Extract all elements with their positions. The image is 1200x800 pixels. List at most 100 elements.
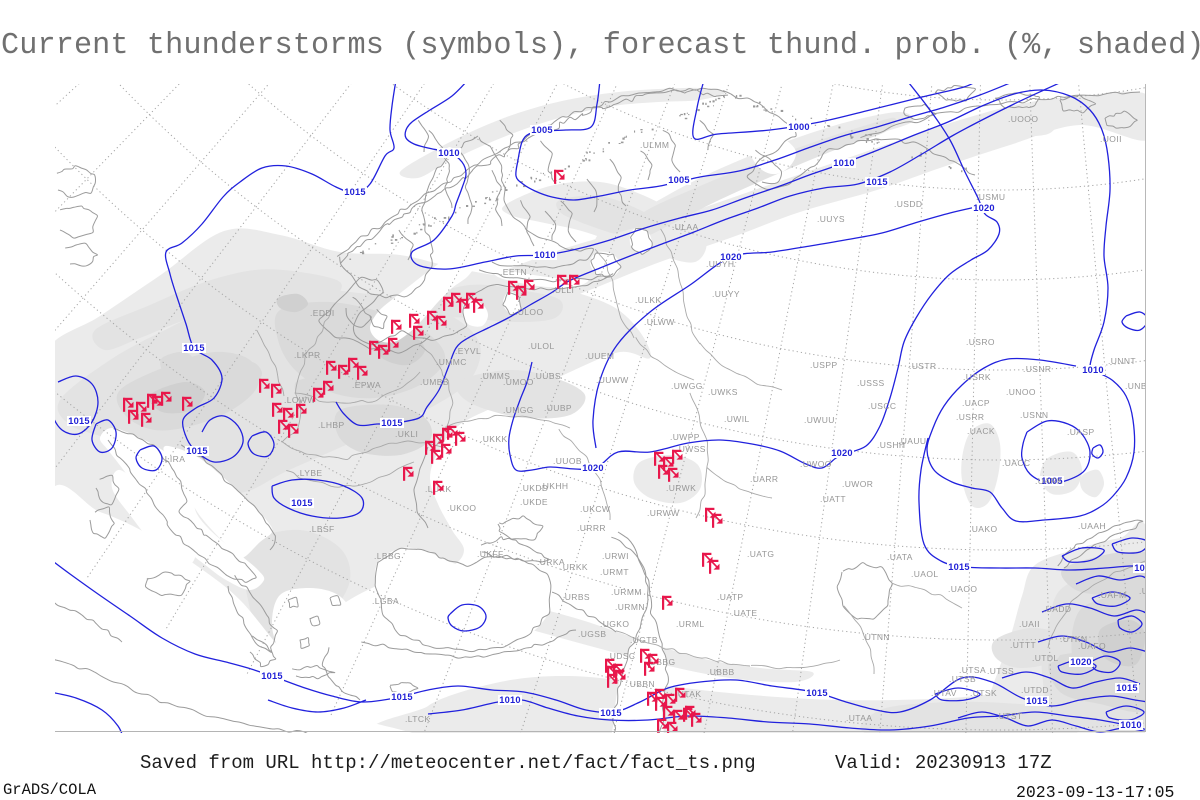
svg-text:.UTTT: .UTTT [1010,640,1036,650]
svg-text:.UTAK: .UTAK [675,689,701,699]
svg-text:.EETN: .EETN [500,267,527,277]
svg-text:.UWOR: .UWOR [842,479,873,489]
svg-text:.UATG: .UATG [747,549,774,559]
svg-text:1015: 1015 [391,692,412,702]
svg-text:.USNR: .USNR [1023,364,1051,374]
svg-text:1020: 1020 [1070,657,1091,667]
svg-text:.LOWW: .LOWW [284,395,316,405]
svg-text:.UWSS: .UWSS [676,444,706,454]
svg-text:1005: 1005 [531,125,552,135]
svg-text:.UBBN: .UBBN [627,679,655,689]
svg-text:.UMMS: .UMMS [480,371,510,381]
svg-text:.URKA: .URKA [537,557,565,567]
svg-text:.UKHH: .UKHH [540,481,568,491]
svg-text:.URWW: .URWW [647,508,680,518]
svg-text:.UDSC: .UDSC [607,651,635,661]
svg-text:GrADS/COLA: GrADS/COLA [3,781,97,799]
svg-text:1015: 1015 [1134,563,1155,573]
svg-text:.UASP: .UASP [1067,427,1095,437]
svg-text:1010: 1010 [438,148,459,158]
svg-text:.UAKO: .UAKO [969,524,997,534]
svg-text:.USDD: .USDD [894,199,922,209]
svg-text:.UNBB: .UNBB [1125,381,1153,391]
svg-text:.USRR: .USRR [956,412,984,422]
svg-text:.UTSB: .UTSB [949,674,976,684]
svg-text:1010: 1010 [1120,720,1141,730]
svg-text:.UGSB: .UGSB [578,629,606,639]
svg-text:.UUBP: .UUBP [544,403,572,413]
svg-text:1015: 1015 [948,562,969,572]
svg-text:.USHH: .USHH [877,440,905,450]
svg-text:.LIRA: .LIRA [162,454,185,464]
svg-text:.URRR: .URRR [577,523,606,533]
svg-text:.UACK: .UACK [967,426,995,436]
svg-text:.USCC: .USCC [868,401,896,411]
svg-text:.URMN: .URMN [615,602,645,612]
svg-text:.UWKS: .UWKS [708,387,738,397]
svg-text:.UNOO: .UNOO [1006,387,1036,397]
svg-text:.UUYS: .UUYS [817,214,845,224]
svg-text:.LBBG: .LBBG [374,551,401,561]
svg-text:.UWPP: .UWPP [670,432,700,442]
svg-text:.UTST: .UTST [996,711,1023,721]
svg-text:Valid: 20230913 17Z: Valid: 20230913 17Z [835,752,1052,774]
svg-text:.UWOO: .UWOO [800,459,832,469]
svg-text:.UKLI: .UKLI [395,429,418,439]
svg-text:.UTKN: .UTKN [1060,634,1088,644]
svg-text:.UAFM: .UAFM [1098,590,1126,600]
svg-text:.ULAA: .ULAA [672,222,699,232]
svg-text:.UAFM: .UAFM [1139,586,1167,596]
svg-text:.UATP: .UATP [717,592,743,602]
svg-text:.UUBS: .UUBS [533,371,561,381]
svg-text:.URML: .URML [676,619,704,629]
svg-text:.UAII: .UAII [1019,619,1040,629]
svg-text:.UNNT: .UNNT [1108,356,1136,366]
svg-text:.UACP: .UACP [962,398,990,408]
svg-text:1010: 1010 [534,250,555,260]
svg-text:.UUOB: .UUOB [553,456,582,466]
svg-text:.URWK: .URWK [666,483,696,493]
svg-text:.URKK: .URKK [560,562,588,572]
svg-text:.UKFF: .UKFF [477,549,504,559]
svg-text:1020: 1020 [973,203,994,213]
svg-text:.LHBP: .LHBP [318,420,345,430]
svg-text:1020: 1020 [582,463,603,473]
svg-text:.UATA: .UATA [887,552,913,562]
svg-text:.USRO: .USRO [966,337,995,347]
svg-text:.URMT: .URMT [600,567,629,577]
svg-text:.LYBE: .LYBE [297,468,322,478]
svg-text:1015: 1015 [291,498,312,508]
svg-text:.LKPR: .LKPR [294,350,321,360]
svg-text:.EYVL: .EYVL [455,346,481,356]
svg-text:2023-09-13-17:05: 2023-09-13-17:05 [1016,783,1174,800]
svg-text:.USSS: .USSS [857,378,885,388]
svg-text:.UAFO: .UAFO [1078,641,1106,651]
svg-text:1005: 1005 [1041,476,1062,486]
svg-text:.UARR: .UARR [750,474,778,484]
svg-text:.LGBA: .LGBA [372,596,399,606]
svg-text:.UTDD: .UTDD [1021,685,1049,695]
svg-text:.UTSK: .UTSK [970,688,997,698]
svg-text:.UKKK: .UKKK [480,434,508,444]
svg-text:.UTSA: .UTSA [959,665,986,675]
svg-text:.UBBB: .UBBB [707,667,735,677]
svg-text:.UATT: .UATT [820,494,846,504]
svg-text:1015: 1015 [600,708,621,718]
svg-text:.UUYY: .UUYY [712,289,740,299]
svg-text:.UMOO: .UMOO [503,377,534,387]
svg-text:.EDDI: .EDDI [310,308,335,318]
svg-text:.URMM: .URMM [611,587,642,597]
svg-text:1020: 1020 [831,448,852,458]
svg-text:1005: 1005 [668,175,689,185]
svg-text:1015: 1015 [186,446,207,456]
svg-text:.UAAH: .UAAH [1078,521,1106,531]
svg-text:.UARK: .UARK [1035,476,1063,486]
svg-text:.USRK: .USRK [963,372,991,382]
svg-text:1010: 1010 [833,158,854,168]
svg-text:1020: 1020 [720,252,741,262]
svg-text:1015: 1015 [1116,683,1137,693]
svg-text:.UACC: .UACC [1002,458,1030,468]
svg-text:.USMU: .USMU [976,192,1005,202]
svg-text:.UAOO: .UAOO [948,584,977,594]
svg-text:.UAUU: .UAUU [898,436,926,446]
